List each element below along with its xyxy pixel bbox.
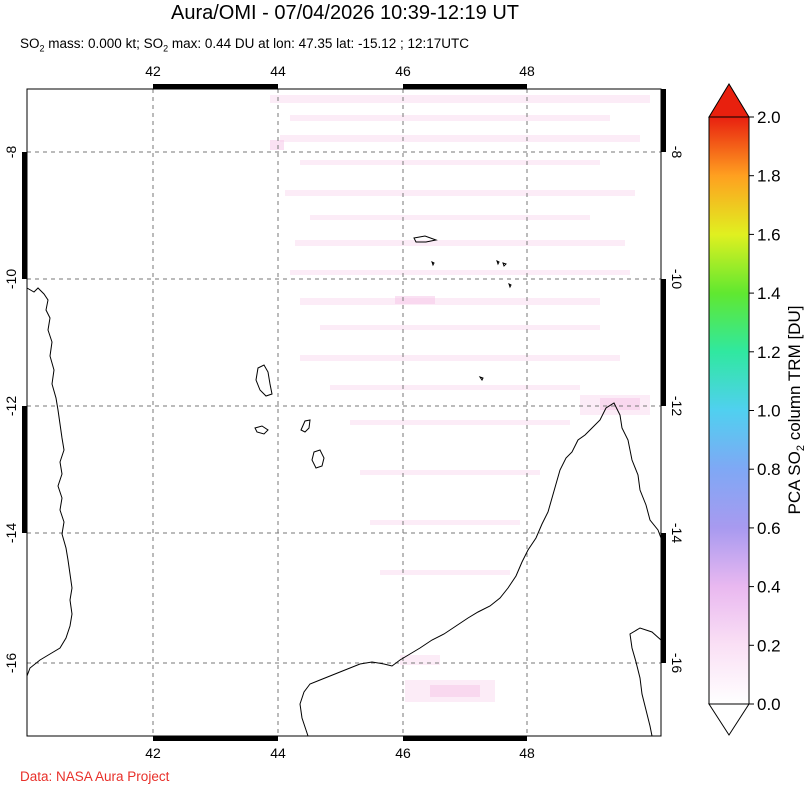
lat-label: -8 <box>3 146 19 159</box>
colorbar-max-arrow <box>708 83 750 118</box>
colorbar-tick: 1.8 <box>757 167 781 186</box>
colorbar-tick: 0.8 <box>757 460 781 479</box>
lon-label: 46 <box>395 745 411 761</box>
colorbar-title: PCA SO2 column TRM [DU] <box>785 306 807 515</box>
lat-label: -8 <box>669 146 685 159</box>
lon-label: 46 <box>395 63 411 79</box>
colorbar-min-arrow <box>708 703 750 736</box>
lon-label: 44 <box>270 745 286 761</box>
colorbar-tick: 2.0 <box>757 108 781 127</box>
colorbar-tick: 1.4 <box>757 284 781 303</box>
lat-label: -10 <box>3 269 19 289</box>
lat-labels-left: -8 -10 -12 -14 -16 <box>3 146 19 674</box>
map-frame <box>26 88 662 737</box>
colorbar: 2.0 1.8 1.6 1.4 1.2 1.0 0.8 0.6 0.4 0.2 … <box>708 83 807 736</box>
lon-labels-top: 42 44 46 48 <box>145 63 535 79</box>
graticule <box>27 89 661 736</box>
colorbar-tick: 1.0 <box>757 402 781 421</box>
colorbar-tick: 0.4 <box>757 578 781 597</box>
lat-labels-right: -8 -10 -12 -14 -16 <box>669 146 685 674</box>
so2-field <box>270 95 650 702</box>
colorbar-gradient <box>708 116 750 705</box>
colorbar-tick: 1.2 <box>757 343 781 362</box>
lat-label: -14 <box>3 523 19 543</box>
lon-label: 42 <box>145 745 161 761</box>
colorbar-tick: 0.2 <box>757 636 781 655</box>
colorbar-tick: 0.6 <box>757 519 781 538</box>
lon-label: 42 <box>145 63 161 79</box>
map-title: Aura/OMI - 07/04/2026 10:39-12:19 UT <box>171 2 519 24</box>
colorbar-tick: 1.6 <box>757 225 781 244</box>
frame-scale-bars <box>22 84 666 741</box>
lon-labels-bottom: 42 44 46 48 <box>145 745 535 761</box>
lat-label: -12 <box>3 396 19 416</box>
data-credit: Data: NASA Aura Project <box>20 769 170 784</box>
lon-label: 48 <box>519 745 535 761</box>
colorbar-tick: 0.0 <box>757 695 781 714</box>
lon-label: 44 <box>270 63 286 79</box>
lat-label: -16 <box>3 653 19 673</box>
lon-label: 48 <box>519 63 535 79</box>
lat-label: -16 <box>669 653 685 673</box>
map-subtitle: SO2 mass: 0.000 kt; SO2 max: 0.44 DU at … <box>20 36 470 54</box>
lat-label: -12 <box>669 396 685 416</box>
lat-label: -14 <box>669 523 685 543</box>
lat-label: -10 <box>669 269 685 289</box>
coastlines <box>26 235 662 737</box>
